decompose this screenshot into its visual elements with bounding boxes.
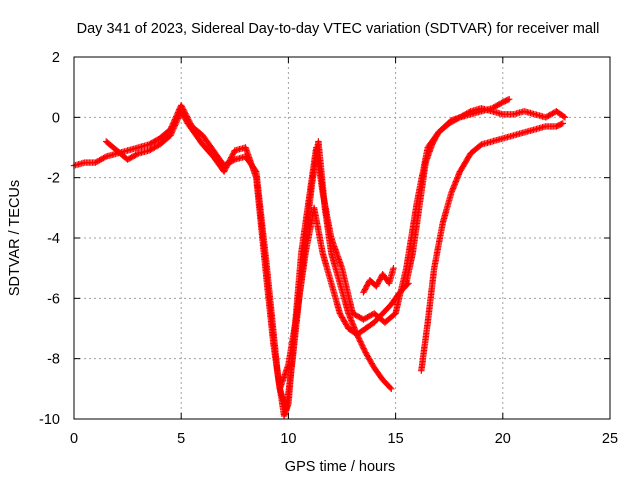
data-point xyxy=(133,151,141,158)
data-point xyxy=(228,152,236,160)
data-point xyxy=(225,158,233,165)
data-point xyxy=(336,310,344,317)
y-tick-label: -8 xyxy=(47,352,60,368)
data-point xyxy=(168,129,175,136)
data-point xyxy=(223,164,230,171)
series-track-2 xyxy=(103,108,395,414)
data-point xyxy=(170,125,177,132)
data-point xyxy=(224,161,231,168)
data-point xyxy=(559,120,566,127)
y-tick-label: 2 xyxy=(52,50,60,66)
grid-lines xyxy=(74,57,610,419)
data-point xyxy=(220,168,228,175)
x-tick-label: 20 xyxy=(495,431,511,447)
data-point xyxy=(229,151,236,158)
series-track-4 xyxy=(360,265,397,296)
data-point xyxy=(356,336,363,344)
data-point xyxy=(361,348,369,355)
chart-title: Day 341 of 2023, Sidereal Day-to-day VTE… xyxy=(77,21,600,37)
data-point xyxy=(221,167,228,174)
data-point xyxy=(172,120,179,128)
x-tick-label: 15 xyxy=(388,431,404,447)
data-point xyxy=(362,349,369,356)
data-point xyxy=(225,160,232,167)
data-point xyxy=(387,384,394,391)
data-point xyxy=(357,338,364,345)
x-tick-label: 25 xyxy=(602,431,618,447)
y-axis-label: SDTVAR / TECUs xyxy=(7,180,23,296)
y-tick-label: 0 xyxy=(52,110,60,126)
data-point xyxy=(561,114,569,121)
y-tick-label: -4 xyxy=(47,231,60,247)
axis-ticks: 0 5 10 15 20 25 -10 -8 -6 -4 -2 0 2 xyxy=(39,50,618,447)
data-point xyxy=(226,157,233,164)
data-point xyxy=(358,341,365,348)
x-axis-label: GPS time / hours xyxy=(285,459,395,475)
data-point xyxy=(506,96,513,103)
y-tick-label: -10 xyxy=(39,412,60,428)
data-point xyxy=(227,155,234,163)
data-point xyxy=(560,113,567,120)
series-track-5 xyxy=(418,120,566,374)
data-point xyxy=(174,115,182,122)
data-point xyxy=(222,165,229,172)
data-point xyxy=(178,102,185,109)
data-point xyxy=(223,162,231,170)
data-point xyxy=(228,154,235,161)
y-tick-label: -6 xyxy=(47,291,60,307)
data-point xyxy=(504,96,512,103)
x-tick-label: 5 xyxy=(177,431,185,447)
data-point xyxy=(390,265,397,272)
series-track-6 xyxy=(403,96,513,287)
data-markers xyxy=(70,96,569,420)
series-track-3 xyxy=(276,204,412,392)
data-point xyxy=(178,103,186,110)
data-point xyxy=(388,385,395,392)
data-point xyxy=(230,150,237,157)
data-point xyxy=(179,104,186,112)
y-tick-label: -2 xyxy=(47,171,60,187)
data-point xyxy=(101,154,108,161)
x-tick-label: 0 xyxy=(70,431,78,447)
x-tick-label: 10 xyxy=(280,431,296,447)
